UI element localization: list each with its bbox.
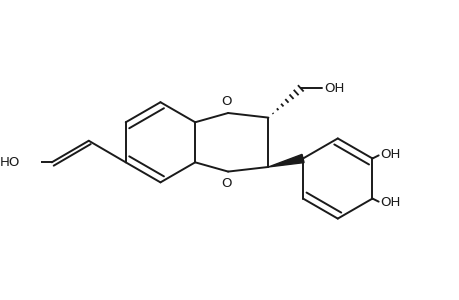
Text: HO: HO — [0, 156, 20, 169]
Polygon shape — [268, 154, 303, 167]
Text: OH: OH — [380, 196, 400, 209]
Text: OH: OH — [380, 148, 400, 161]
Text: O: O — [221, 177, 231, 190]
Text: O: O — [221, 94, 231, 108]
Text: OH: OH — [323, 82, 343, 95]
